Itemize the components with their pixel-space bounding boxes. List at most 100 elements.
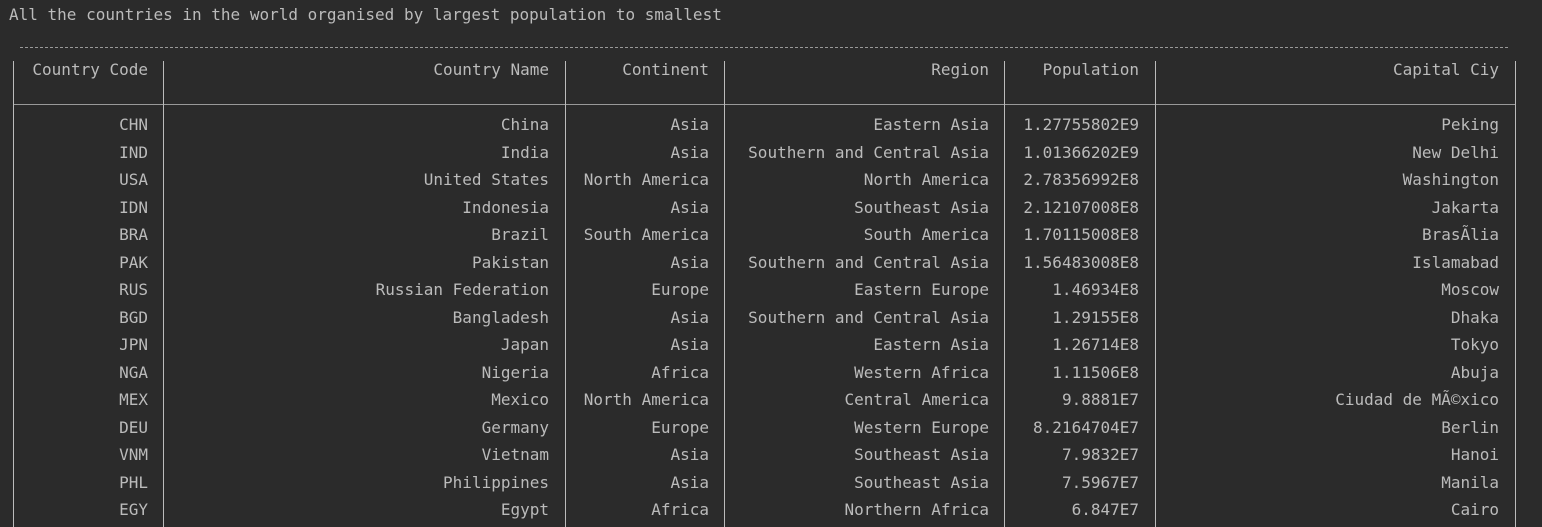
table-cell: Vietnam [481,445,549,464]
header-cell: Continent [622,60,709,79]
table-cell: Russian Federation [375,280,549,299]
table-cell: South America [863,225,989,244]
table-cell: 1.26714E8 [1052,335,1139,354]
table-cell: North America [583,390,709,409]
table-cell: Southeast Asia [854,472,989,492]
header-cell: Country Name [433,60,549,79]
table-cell: 1.27755802E9 [1023,115,1139,134]
table-cell: Asia [670,472,709,492]
table-cell: BRA [119,225,148,244]
table-cell: Southeast Asia [854,197,989,217]
header-cell: Region [931,60,989,79]
table-cell: IND [119,142,148,162]
table-cell: Mexico [491,390,549,409]
table-cell: Nigeria [481,362,549,382]
column-separator [565,61,566,527]
table-cell: Tokyo [1450,335,1499,354]
table-cell: Eastern Asia [873,335,989,354]
table-cell: Peking [1441,115,1499,134]
table-cell: 1.29155E8 [1052,307,1139,327]
table-cell: India [500,142,549,162]
table-cell: Cairo [1450,500,1499,519]
header-cell: Capital Ciy [1393,60,1499,79]
table-cell: Brazil [491,225,549,244]
table-cell: Japan [500,335,549,354]
table-cell: Germany [481,417,549,437]
table-cell: North America [863,170,989,189]
table-cell: 1.56483008E8 [1023,252,1139,272]
table-cell: VNM [119,445,148,464]
table-cell: NGA [119,362,148,382]
table-cell: Egypt [500,500,549,519]
column-separator [1004,61,1005,527]
table-cell: Asia [670,252,709,272]
table-cell: New Delhi [1412,142,1499,162]
table-cell: Jakarta [1431,197,1499,217]
table-cell: 2.12107008E8 [1023,197,1139,217]
table-cell: 1.01366202E9 [1023,142,1139,162]
header-cell: Country Code [32,60,148,79]
header-cell: Population [1042,60,1139,79]
table-cell: Asia [670,335,709,354]
table-cell: Europe [651,417,709,437]
table-cell: Southern and Central Asia [748,252,989,272]
table-cell: Hanoi [1450,445,1499,464]
table-cell: 8.2164704E7 [1033,417,1139,437]
table-cell: Central America [844,390,990,409]
table-cell: Indonesia [462,197,549,217]
table-cell: 1.70115008E8 [1023,225,1139,244]
table-cell: United States [423,170,549,189]
table-cell: Washington [1402,170,1499,189]
top-rule [20,47,1508,48]
table-cell: North America [583,170,709,189]
table-cell: Eastern Asia [873,115,989,134]
table-cell: Asia [670,115,709,134]
table-cell: PAK [119,252,148,272]
table-cell: 1.46934E8 [1052,280,1139,299]
table-cell: Western Africa [854,362,989,382]
column-separator [1515,61,1516,527]
table-cell: Southeast Asia [854,445,989,464]
table-cell: IDN [119,197,148,217]
header-rule [13,104,1515,105]
table-cell: China [500,115,549,134]
table-cell: Philippines [443,472,549,492]
table-cell: RUS [119,280,148,299]
column-separator [724,61,725,527]
table-cell: MEX [119,390,148,409]
table-cell: DEU [119,417,148,437]
table-cell: Eastern Europe [854,280,989,299]
column-separator [13,61,14,527]
table-cell: Manila [1441,472,1499,492]
table-cell: Asia [670,307,709,327]
table-cell: Asia [670,197,709,217]
table-cell: BrasÃ­lia [1421,225,1499,244]
table-cell: CHN [119,115,148,134]
table-cell: JPN [119,335,148,354]
table-cell: BGD [119,307,148,327]
table-cell: Islamabad [1412,252,1499,272]
table-cell: 7.9832E7 [1061,445,1139,464]
table-cell: Southern and Central Asia [748,142,989,162]
table-cell: Asia [670,142,709,162]
console-title: All the countries in the world organised… [9,5,722,24]
table-cell: Abuja [1450,362,1499,382]
table-cell: EGY [119,500,148,519]
table-cell: Europe [651,280,709,299]
table-cell: Bangladesh [452,307,549,327]
table-cell: Western Europe [854,417,989,437]
table-cell: USA [119,170,148,189]
table-cell: 2.78356992E8 [1023,170,1139,189]
column-separator [163,61,164,527]
table-cell: 1.11506E8 [1052,362,1139,382]
table-cell: Berlin [1441,417,1499,437]
table-cell: Africa [651,362,709,382]
table-cell: Southern and Central Asia [748,307,989,327]
table-cell: 6.847E7 [1071,500,1139,519]
table-cell: South America [583,225,709,244]
table-cell: 9.8881E7 [1061,390,1139,409]
table-cell: Northern Africa [844,500,990,519]
table-cell: Moscow [1441,280,1499,299]
table-cell: Ciudad de MÃ©xico [1335,390,1499,409]
